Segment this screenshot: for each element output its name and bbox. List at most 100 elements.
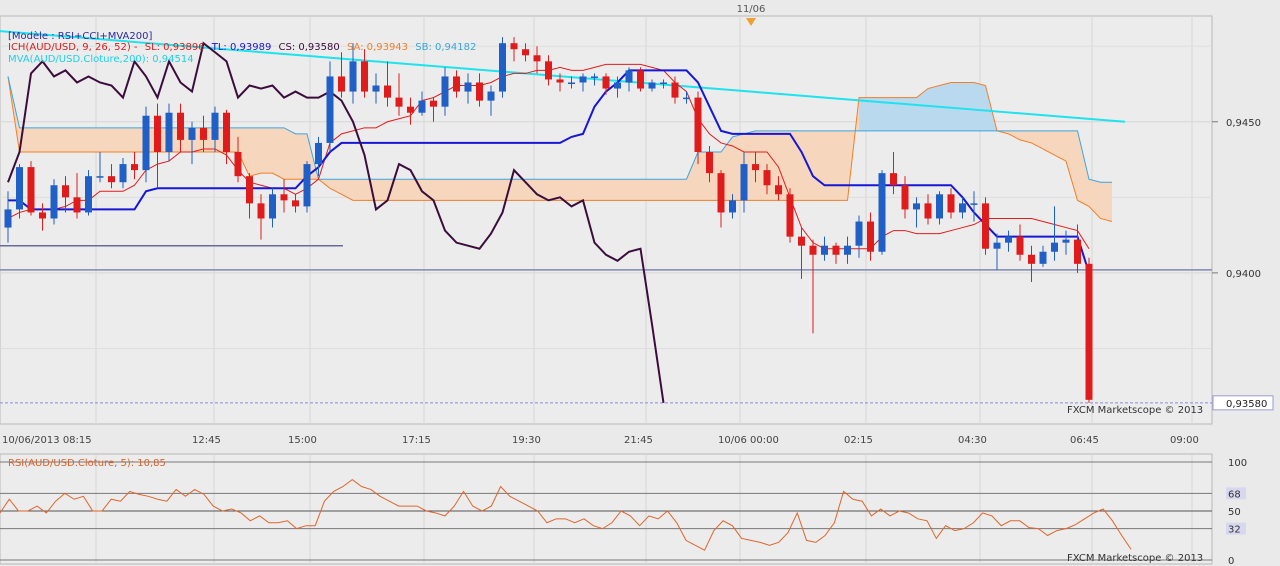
candle-body[interactable] — [545, 61, 552, 80]
candle-body[interactable] — [982, 203, 989, 249]
candle-body[interactable] — [763, 170, 771, 186]
candle-body[interactable] — [729, 200, 736, 213]
candle-body[interactable] — [683, 97, 690, 100]
candle-body[interactable] — [798, 236, 805, 246]
candle-body[interactable] — [108, 176, 115, 183]
candle-body[interactable] — [165, 112, 173, 152]
candle-body[interactable] — [384, 85, 391, 98]
candle-body[interactable] — [499, 43, 506, 92]
candle-body[interactable] — [522, 49, 529, 56]
candle-body[interactable] — [27, 167, 35, 213]
candle-body[interactable] — [119, 164, 127, 183]
candle-body[interactable] — [959, 203, 966, 213]
candle-body[interactable] — [96, 176, 104, 178]
candle-body[interactable] — [142, 115, 150, 171]
candle-body[interactable] — [614, 82, 621, 89]
candle-body[interactable] — [510, 43, 518, 50]
candle-body[interactable] — [752, 164, 759, 171]
candle-body[interactable] — [1062, 239, 1070, 243]
candle-body[interactable] — [246, 176, 253, 204]
candle-body[interactable] — [936, 194, 943, 219]
candle-body[interactable] — [1016, 236, 1024, 255]
candle-body[interactable] — [1085, 263, 1093, 400]
candle-body[interactable] — [16, 167, 23, 210]
candle-body[interactable] — [867, 221, 874, 252]
candle-body[interactable] — [234, 152, 242, 177]
candle-body[interactable] — [533, 55, 541, 62]
candle-body[interactable] — [131, 164, 138, 171]
candle-body[interactable] — [832, 245, 840, 255]
candle-body[interactable] — [1005, 236, 1012, 243]
candle-body[interactable] — [211, 112, 219, 140]
candle-body[interactable] — [591, 76, 598, 78]
candle-body[interactable] — [786, 194, 794, 237]
candle-body[interactable] — [177, 112, 184, 140]
candle-body[interactable] — [73, 197, 81, 213]
candle-body[interactable] — [372, 85, 380, 92]
candle-body[interactable] — [280, 194, 288, 201]
candle-body[interactable] — [568, 82, 575, 84]
candle-body[interactable] — [361, 61, 368, 92]
candle-body[interactable] — [556, 79, 564, 83]
candle-body[interactable] — [775, 185, 782, 195]
candle-body[interactable] — [349, 61, 357, 92]
candle-body[interactable] — [947, 194, 955, 213]
candle-body[interactable] — [338, 76, 345, 92]
candle-body[interactable] — [441, 76, 449, 107]
candle-body[interactable] — [809, 245, 817, 255]
candle-body[interactable] — [706, 152, 713, 174]
candle-body[interactable] — [901, 185, 909, 210]
candle-body[interactable] — [694, 97, 702, 152]
candle-body[interactable] — [4, 209, 12, 228]
candle-body[interactable] — [154, 115, 161, 152]
candle-body[interactable] — [970, 203, 978, 205]
candle-body[interactable] — [453, 76, 460, 92]
candle-body[interactable] — [257, 203, 265, 219]
candle-body[interactable] — [671, 82, 679, 98]
candle-body[interactable] — [648, 82, 656, 89]
candle-body[interactable] — [303, 164, 311, 207]
candle-body[interactable] — [913, 203, 920, 210]
candle-body[interactable] — [188, 127, 196, 140]
candle-body[interactable] — [395, 97, 403, 107]
candle-body[interactable] — [579, 76, 587, 83]
candle-body[interactable] — [62, 185, 69, 198]
candle-body[interactable] — [660, 82, 667, 84]
candle-body[interactable] — [476, 82, 483, 101]
candle-body[interactable] — [924, 203, 932, 219]
candle-body[interactable] — [39, 212, 46, 219]
candle-body[interactable] — [717, 173, 725, 213]
ichimoku-cloud-segment — [238, 127, 250, 177]
candle-body[interactable] — [85, 176, 92, 213]
candle-body[interactable] — [844, 245, 851, 255]
candle-body[interactable] — [740, 164, 748, 201]
candle-body[interactable] — [637, 70, 644, 89]
ichimoku-cloud-segment — [962, 82, 974, 131]
legend-model: [Modèle : RSI+CCI+MVA200] — [8, 31, 153, 42]
ichimoku-cloud-segment — [606, 179, 618, 201]
candle-body[interactable] — [487, 91, 495, 101]
candle-body[interactable] — [430, 100, 437, 107]
candle-body[interactable] — [602, 76, 610, 89]
candle-body[interactable] — [1051, 242, 1058, 252]
candle-body[interactable] — [1039, 251, 1047, 264]
candle-body[interactable] — [625, 70, 633, 83]
candle-body[interactable] — [1074, 239, 1081, 264]
candle-body[interactable] — [890, 173, 897, 186]
candle-body[interactable] — [200, 127, 207, 140]
candle-body[interactable] — [855, 221, 863, 246]
candle-body[interactable] — [993, 242, 1001, 249]
candle-body[interactable] — [223, 112, 230, 152]
candle-body[interactable] — [464, 82, 472, 92]
candle-body[interactable] — [407, 106, 414, 113]
candle-body[interactable] — [292, 200, 299, 207]
candle-body[interactable] — [821, 245, 828, 255]
candle-body[interactable] — [315, 142, 322, 165]
candle-body[interactable] — [269, 194, 276, 219]
candle-body[interactable] — [878, 173, 886, 252]
candle-body[interactable] — [418, 100, 426, 113]
candle-body[interactable] — [1028, 254, 1035, 264]
candle-body[interactable] — [50, 185, 58, 219]
candle-body[interactable] — [326, 76, 334, 143]
